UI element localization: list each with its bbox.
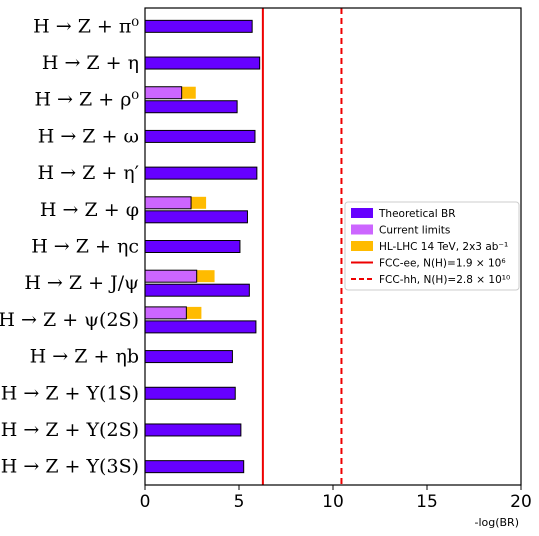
- x-tick-label: 10: [322, 492, 344, 512]
- bar-theoretical-br: [144, 320, 257, 334]
- legend-label: FCC-ee, N(H)=1.9 × 10⁶: [379, 258, 506, 270]
- bar-theoretical-br: [144, 283, 250, 297]
- bar-theoretical-br: [144, 350, 233, 364]
- legend-label: HL-LHC 14 TeV, 2x3 ab⁻¹: [379, 241, 508, 253]
- legend-swatch: [351, 241, 373, 251]
- legend-swatch: [351, 224, 373, 235]
- reference-lines-group: [261, 8, 343, 485]
- bar-current-limit: [144, 269, 198, 283]
- x-tick-label: 5: [234, 492, 245, 512]
- bar-current-limit: [144, 86, 183, 100]
- legend: Theoretical BR Current limits HL-LHC 14 Te…: [344, 201, 520, 291]
- category-label: H → Z + ηb: [30, 346, 139, 368]
- y-axis-category-labels: H → Z + π⁰ H → Z + η H → Z + ρ⁰ H → Z + ω H …: [0, 15, 139, 477]
- category-label: H → Z + ω: [38, 125, 139, 147]
- legend-label: FCC-hh, N(H)=2.8 × 10¹⁰: [379, 274, 510, 286]
- category-label: H → Z + ρ⁰: [34, 89, 139, 111]
- bar-theoretical-br: [144, 240, 241, 253]
- legend-swatch: [351, 208, 373, 218]
- bar-theoretical-br: [144, 19, 253, 33]
- legend-label: Theoretical BR: [378, 208, 456, 220]
- bar-theoretical-br: [144, 56, 261, 70]
- bar-theoretical-br: [144, 210, 248, 224]
- bar-theoretical-br: [144, 386, 236, 400]
- category-label: H → Z + η′: [38, 162, 139, 184]
- bar-theoretical-br: [144, 100, 238, 114]
- x-tick-label: 20: [510, 492, 532, 512]
- category-label: H → Z + Υ(2S): [1, 419, 139, 441]
- bar-current-limit: [144, 306, 187, 320]
- category-label: H → Z + π⁰: [33, 15, 139, 37]
- x-tick-label: 15: [416, 492, 438, 512]
- bar-current-limit: [144, 196, 192, 210]
- category-label: H → Z + J/ψ: [24, 272, 139, 294]
- category-label: H → Z + Υ(1S): [1, 382, 139, 404]
- category-label: H → Z + Υ(3S): [1, 456, 139, 478]
- legend-label: Current limits: [379, 225, 450, 237]
- bar-theoretical-br: [144, 166, 258, 180]
- bar-theoretical-br: [144, 423, 242, 437]
- category-label: H → Z + ψ(2S): [0, 309, 139, 331]
- bar-theoretical-br: [144, 460, 245, 474]
- x-axis-ticks: 0 5 10 15 20: [140, 485, 532, 512]
- category-label: H → Z + φ: [40, 199, 139, 221]
- x-tick-label: 0: [140, 492, 151, 512]
- x-axis-label: -log(BR): [474, 516, 519, 529]
- category-label: H → Z + ηc: [31, 236, 139, 258]
- bars-group: [144, 19, 261, 474]
- legend-box: [344, 201, 520, 291]
- bar-theoretical-br: [144, 129, 256, 143]
- category-label: H → Z + η: [42, 52, 139, 74]
